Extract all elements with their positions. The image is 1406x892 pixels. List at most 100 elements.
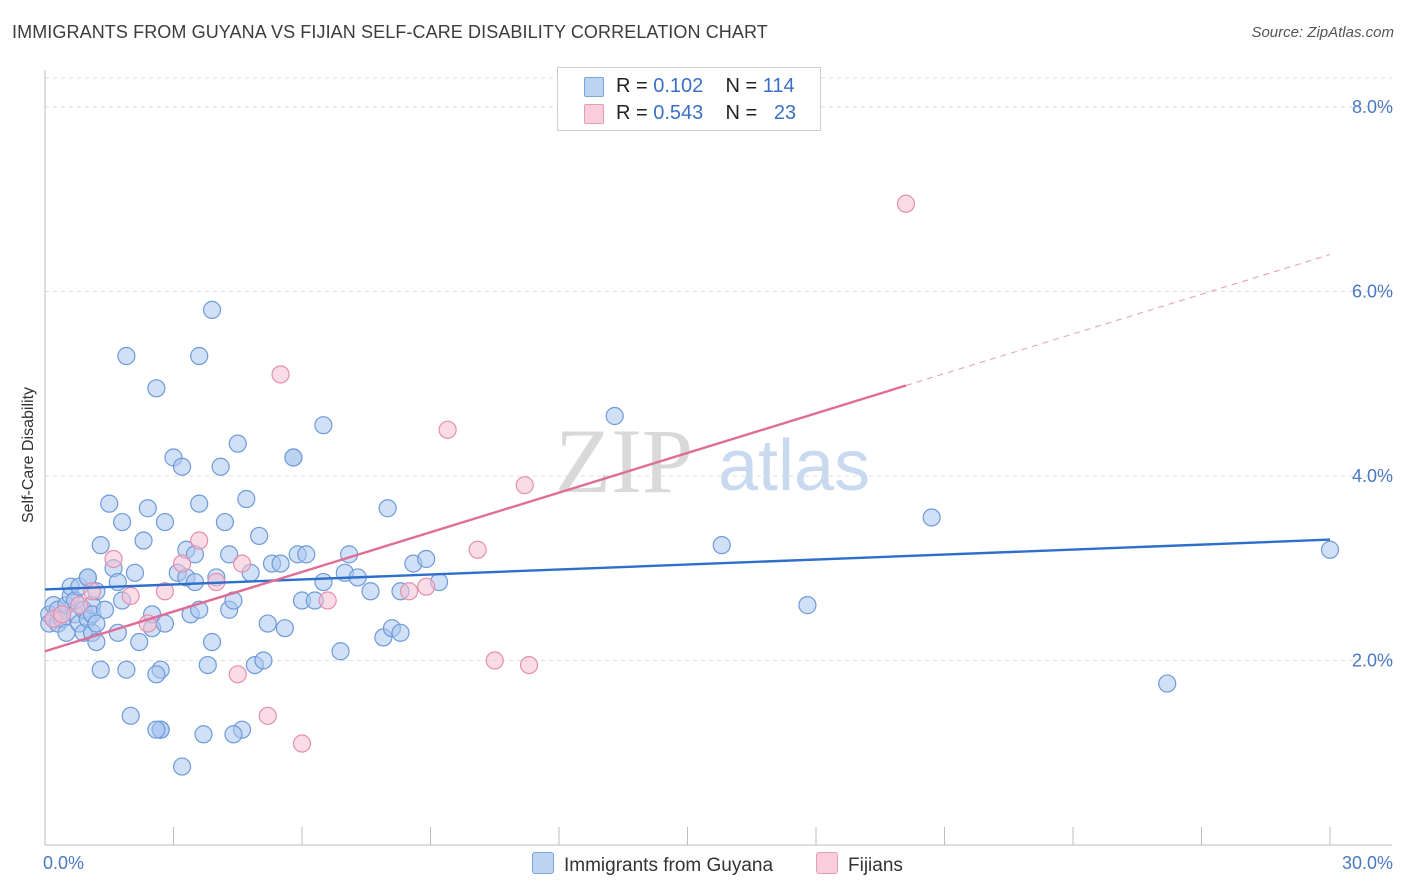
data-point — [155, 614, 175, 633]
data-point — [211, 457, 230, 476]
data-point — [117, 660, 136, 679]
legend-n-label: N = — [725, 75, 758, 97]
y-tick-label: 8.0% — [1352, 97, 1393, 117]
data-point — [117, 346, 136, 366]
bottom-legend-label: Immigrants from Guyana — [564, 855, 774, 876]
data-point — [198, 655, 217, 675]
data-point — [258, 706, 277, 725]
data-point — [130, 632, 149, 652]
bottom-legend-guyana: Immigrants from Guyana — [532, 852, 773, 877]
data-point — [1158, 674, 1177, 693]
data-point — [190, 531, 209, 550]
data-point — [125, 563, 145, 582]
data-point — [147, 379, 166, 398]
data-point — [237, 489, 256, 509]
data-point — [134, 531, 153, 550]
watermark-zip: ZIP — [555, 410, 693, 512]
data-point — [712, 536, 731, 555]
legend-r-label: R = — [616, 102, 648, 124]
data-point — [232, 554, 252, 573]
data-point — [83, 582, 102, 601]
data-point — [468, 540, 487, 559]
trend-extension-fijians — [905, 254, 1331, 387]
data-point — [220, 545, 239, 564]
data-point — [438, 420, 457, 439]
y-tick-label: 4.0% — [1352, 466, 1393, 486]
watermark: ZIP atlas — [555, 410, 870, 512]
series-fijians-points — [44, 194, 916, 753]
data-point — [284, 448, 303, 467]
legend-n-value: 23 — [773, 102, 797, 124]
data-point — [121, 706, 140, 725]
data-point — [798, 596, 817, 615]
bottom-swatch-blue — [532, 852, 554, 874]
data-point — [202, 300, 222, 319]
data-point — [391, 623, 410, 642]
trend-line-fijians — [44, 384, 907, 653]
data-point — [172, 554, 192, 573]
data-point — [417, 577, 436, 596]
bottom-legend-label: Fijians — [848, 855, 903, 876]
y-tick-label: 2.0% — [1352, 650, 1393, 670]
trend-line-guyana — [44, 538, 1331, 591]
data-point — [190, 346, 209, 366]
tick-labels: 2.0% 4.0% 6.0% 8.0% 0.0% 30.0% — [43, 97, 1393, 873]
legend-r-label: R = — [616, 75, 648, 97]
data-point — [331, 642, 350, 661]
data-point — [190, 494, 209, 513]
axes — [44, 70, 1392, 846]
data-point — [922, 508, 941, 527]
data-point — [172, 457, 192, 476]
data-point — [378, 499, 397, 518]
watermark-atlas: atlas — [718, 426, 870, 506]
data-point — [318, 591, 337, 610]
data-point — [104, 549, 123, 569]
legend-n-label: N = — [725, 102, 758, 124]
legend-n-value: 114 — [762, 75, 795, 97]
legend-r-value: 0.543 — [653, 102, 704, 124]
legend-swatch-pink — [584, 104, 604, 124]
data-point — [515, 476, 534, 495]
stats-legend: R = 0.102 N = 114 R = 0.543 N = 23 — [557, 67, 821, 131]
data-point — [91, 536, 110, 555]
data-point — [271, 554, 290, 573]
data-point — [53, 605, 72, 624]
data-point — [224, 725, 243, 744]
source-credit: Source: ZipAtlas.com — [1251, 24, 1394, 41]
data-point — [91, 660, 110, 679]
bottom-swatch-pink — [816, 852, 838, 874]
data-point — [399, 582, 419, 601]
chart-title: IMMIGRANTS FROM GUYANA VS FIJIAN SELF-CA… — [12, 22, 768, 42]
data-point — [147, 720, 166, 739]
data-point — [70, 596, 89, 615]
data-point — [519, 655, 539, 675]
legend-r-value: 0.102 — [653, 75, 704, 97]
data-point — [361, 582, 380, 601]
x-tick-label: 0.0% — [43, 853, 84, 873]
data-point — [202, 632, 222, 652]
data-point — [250, 526, 269, 546]
data-point — [138, 499, 157, 518]
data-point — [95, 600, 115, 619]
trend-lines — [44, 254, 1331, 653]
data-point — [271, 365, 290, 384]
x-tick-label: 30.0% — [1342, 853, 1393, 873]
data-point — [417, 549, 436, 569]
y-tick-label: 6.0% — [1352, 281, 1393, 301]
data-point — [605, 406, 624, 426]
data-point — [112, 512, 132, 532]
series-guyana-points — [40, 300, 1340, 776]
data-point — [100, 494, 119, 513]
data-point — [896, 194, 916, 213]
data-point — [254, 651, 273, 670]
data-point — [155, 512, 175, 532]
data-point — [258, 614, 277, 633]
data-point — [314, 572, 333, 592]
data-point — [275, 619, 294, 638]
data-point — [185, 572, 205, 592]
data-point — [228, 434, 247, 453]
data-point — [1320, 540, 1340, 559]
data-point — [228, 665, 247, 684]
data-point — [87, 614, 106, 633]
data-point — [172, 757, 192, 776]
